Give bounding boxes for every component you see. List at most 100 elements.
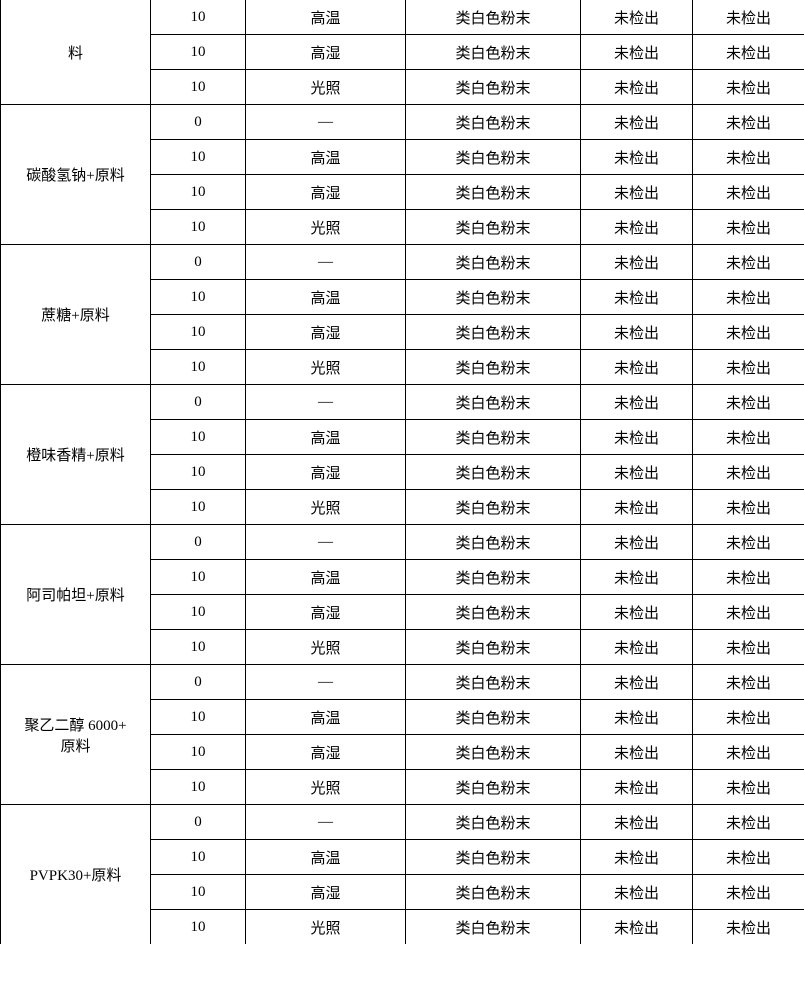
cell-day: 10 bbox=[151, 140, 246, 175]
cell-appearance: 类白色粉末 bbox=[406, 105, 581, 140]
cell-day: 10 bbox=[151, 840, 246, 875]
cell-col6: 未检出 bbox=[693, 315, 804, 350]
cell-col5: 未检出 bbox=[581, 280, 693, 315]
cell-appearance: 类白色粉末 bbox=[406, 35, 581, 70]
cell-cond: 高温 bbox=[246, 700, 406, 735]
cell-col5: 未检出 bbox=[581, 35, 693, 70]
cell-day: 10 bbox=[151, 175, 246, 210]
cell-day: 10 bbox=[151, 210, 246, 245]
cell-appearance: 类白色粉末 bbox=[406, 595, 581, 630]
group-label: 聚乙二醇 6000+ 原料 bbox=[1, 665, 151, 805]
cell-day: 10 bbox=[151, 350, 246, 385]
cell-col5: 未检出 bbox=[581, 0, 693, 35]
group-label: 料 bbox=[1, 0, 151, 105]
cell-appearance: 类白色粉末 bbox=[406, 735, 581, 770]
table-row: 料 10 高温 类白色粉末 未检出 未检出 bbox=[1, 0, 804, 35]
cell-col6: 未检出 bbox=[693, 140, 804, 175]
cell-col6: 未检出 bbox=[693, 910, 804, 945]
cell-col5: 未检出 bbox=[581, 665, 693, 700]
cell-appearance: 类白色粉末 bbox=[406, 525, 581, 560]
cell-day: 10 bbox=[151, 875, 246, 910]
cell-cond: 高湿 bbox=[246, 315, 406, 350]
cell-col6: 未检出 bbox=[693, 35, 804, 70]
cell-day: 0 bbox=[151, 385, 246, 420]
cell-appearance: 类白色粉末 bbox=[406, 490, 581, 525]
cell-col5: 未检出 bbox=[581, 770, 693, 805]
cell-col5: 未检出 bbox=[581, 455, 693, 490]
cell-col6: 未检出 bbox=[693, 875, 804, 910]
cell-col5: 未检出 bbox=[581, 245, 693, 280]
cell-cond: — bbox=[246, 385, 406, 420]
table: 料 10 高温 类白色粉末 未检出 未检出 10 高湿 类白色粉末 未检出 未检… bbox=[0, 0, 804, 944]
compatibility-table: 料 10 高温 类白色粉末 未检出 未检出 10 高湿 类白色粉末 未检出 未检… bbox=[0, 0, 804, 944]
cell-col6: 未检出 bbox=[693, 665, 804, 700]
cell-cond: — bbox=[246, 665, 406, 700]
cell-col5: 未检出 bbox=[581, 805, 693, 840]
group-label-line2: 原料 bbox=[60, 739, 90, 755]
cell-day: 10 bbox=[151, 910, 246, 945]
cell-appearance: 类白色粉末 bbox=[406, 700, 581, 735]
cell-col6: 未检出 bbox=[693, 735, 804, 770]
cell-appearance: 类白色粉末 bbox=[406, 350, 581, 385]
cell-cond: 光照 bbox=[246, 630, 406, 665]
table-row: 阿司帕坦+原料 0 — 类白色粉末 未检出 未检出 bbox=[1, 525, 804, 560]
cell-day: 10 bbox=[151, 595, 246, 630]
cell-day: 0 bbox=[151, 105, 246, 140]
cell-col5: 未检出 bbox=[581, 840, 693, 875]
cell-col5: 未检出 bbox=[581, 175, 693, 210]
cell-col6: 未检出 bbox=[693, 0, 804, 35]
cell-day: 0 bbox=[151, 245, 246, 280]
cell-appearance: 类白色粉末 bbox=[406, 770, 581, 805]
cell-day: 10 bbox=[151, 630, 246, 665]
group-label-line1: 聚乙二醇 6000+ bbox=[24, 718, 126, 734]
cell-col5: 未检出 bbox=[581, 700, 693, 735]
cell-col5: 未检出 bbox=[581, 910, 693, 945]
cell-col5: 未检出 bbox=[581, 735, 693, 770]
cell-cond: 高湿 bbox=[246, 35, 406, 70]
cell-cond: 高温 bbox=[246, 840, 406, 875]
cell-appearance: 类白色粉末 bbox=[406, 70, 581, 105]
cell-cond: — bbox=[246, 105, 406, 140]
cell-day: 0 bbox=[151, 805, 246, 840]
cell-cond: 光照 bbox=[246, 70, 406, 105]
table-row: PVPK30+原料 0 — 类白色粉末 未检出 未检出 bbox=[1, 805, 804, 840]
cell-col5: 未检出 bbox=[581, 315, 693, 350]
cell-col6: 未检出 bbox=[693, 630, 804, 665]
cell-day: 10 bbox=[151, 35, 246, 70]
group-label: 蔗糖+原料 bbox=[1, 245, 151, 385]
cell-day: 0 bbox=[151, 525, 246, 560]
cell-day: 10 bbox=[151, 315, 246, 350]
group-label: 阿司帕坦+原料 bbox=[1, 525, 151, 665]
cell-col5: 未检出 bbox=[581, 630, 693, 665]
cell-appearance: 类白色粉末 bbox=[406, 140, 581, 175]
cell-appearance: 类白色粉末 bbox=[406, 175, 581, 210]
cell-col5: 未检出 bbox=[581, 140, 693, 175]
cell-cond: 光照 bbox=[246, 210, 406, 245]
cell-day: 10 bbox=[151, 0, 246, 35]
cell-appearance: 类白色粉末 bbox=[406, 315, 581, 350]
cell-cond: 光照 bbox=[246, 490, 406, 525]
cell-day: 10 bbox=[151, 560, 246, 595]
cell-col5: 未检出 bbox=[581, 210, 693, 245]
cell-col6: 未检出 bbox=[693, 770, 804, 805]
group-label: 橙味香精+原料 bbox=[1, 385, 151, 525]
cell-appearance: 类白色粉末 bbox=[406, 665, 581, 700]
cell-day: 10 bbox=[151, 700, 246, 735]
cell-col6: 未检出 bbox=[693, 245, 804, 280]
cell-cond: 光照 bbox=[246, 770, 406, 805]
cell-col6: 未检出 bbox=[693, 210, 804, 245]
cell-col6: 未检出 bbox=[693, 280, 804, 315]
table-row: 蔗糖+原料 0 — 类白色粉末 未检出 未检出 bbox=[1, 245, 804, 280]
cell-col6: 未检出 bbox=[693, 105, 804, 140]
cell-col5: 未检出 bbox=[581, 350, 693, 385]
cell-col6: 未检出 bbox=[693, 175, 804, 210]
cell-appearance: 类白色粉末 bbox=[406, 0, 581, 35]
cell-col5: 未检出 bbox=[581, 385, 693, 420]
cell-col6: 未检出 bbox=[693, 420, 804, 455]
cell-day: 10 bbox=[151, 490, 246, 525]
cell-cond: — bbox=[246, 525, 406, 560]
cell-col6: 未检出 bbox=[693, 805, 804, 840]
cell-cond: 高湿 bbox=[246, 735, 406, 770]
table-row: 橙味香精+原料 0 — 类白色粉末 未检出 未检出 bbox=[1, 385, 804, 420]
cell-cond: 高温 bbox=[246, 560, 406, 595]
